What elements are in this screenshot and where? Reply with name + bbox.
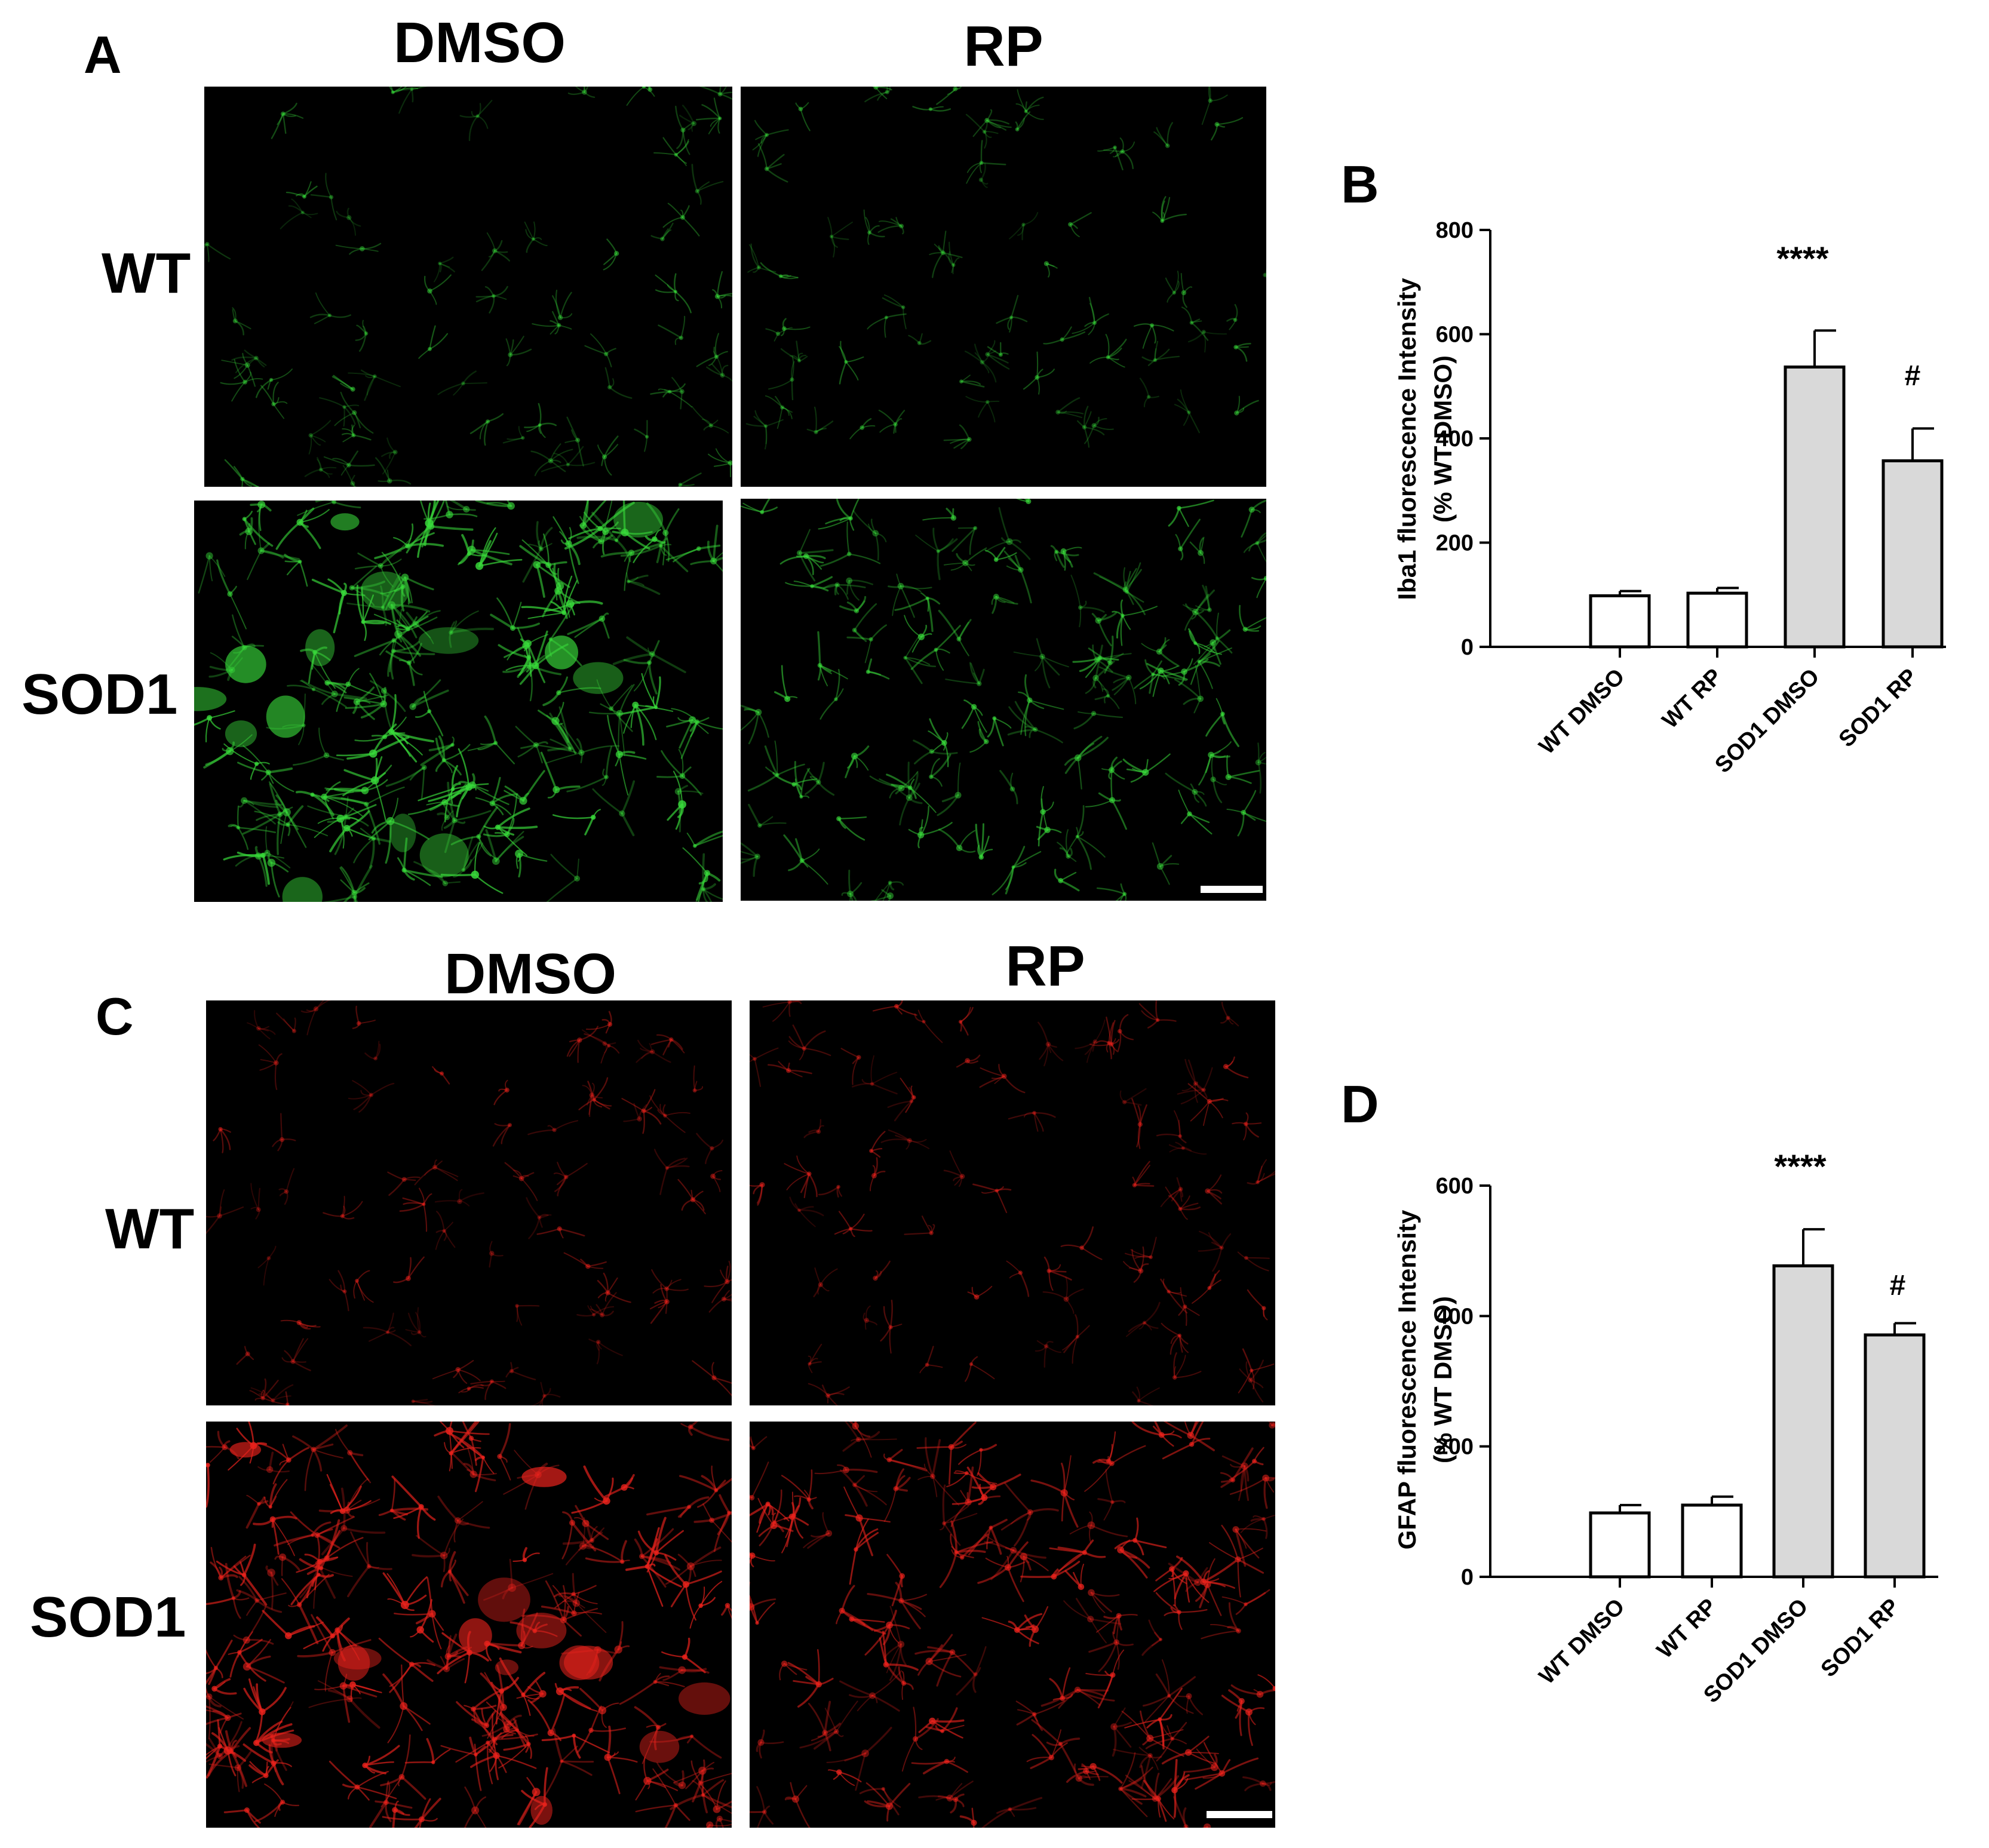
gfap-y-axis-unit: (% WT DMSO) <box>1429 1296 1457 1463</box>
gfap-x-tick-label: SOD1 RP <box>1816 1594 1905 1683</box>
gfap-y-tick-label: 600 <box>1436 1174 1474 1199</box>
gfap-bar <box>1774 1266 1833 1577</box>
gfap-significance-label: # <box>1890 1270 1906 1301</box>
gfap-y-axis-label: GFAP fluorescence Intensity <box>1393 1210 1421 1549</box>
gfap-significance-label: **** <box>1774 1147 1826 1185</box>
gfap-y-tick-label: 0 <box>1461 1565 1474 1590</box>
gfap-bar <box>1591 1513 1649 1577</box>
gfap-x-tick-label: WT DMSO <box>1534 1594 1630 1690</box>
gfap-x-tick-label: WT RP <box>1652 1594 1721 1663</box>
gfap-bar <box>1683 1505 1741 1577</box>
gfap-bar <box>1865 1335 1924 1577</box>
